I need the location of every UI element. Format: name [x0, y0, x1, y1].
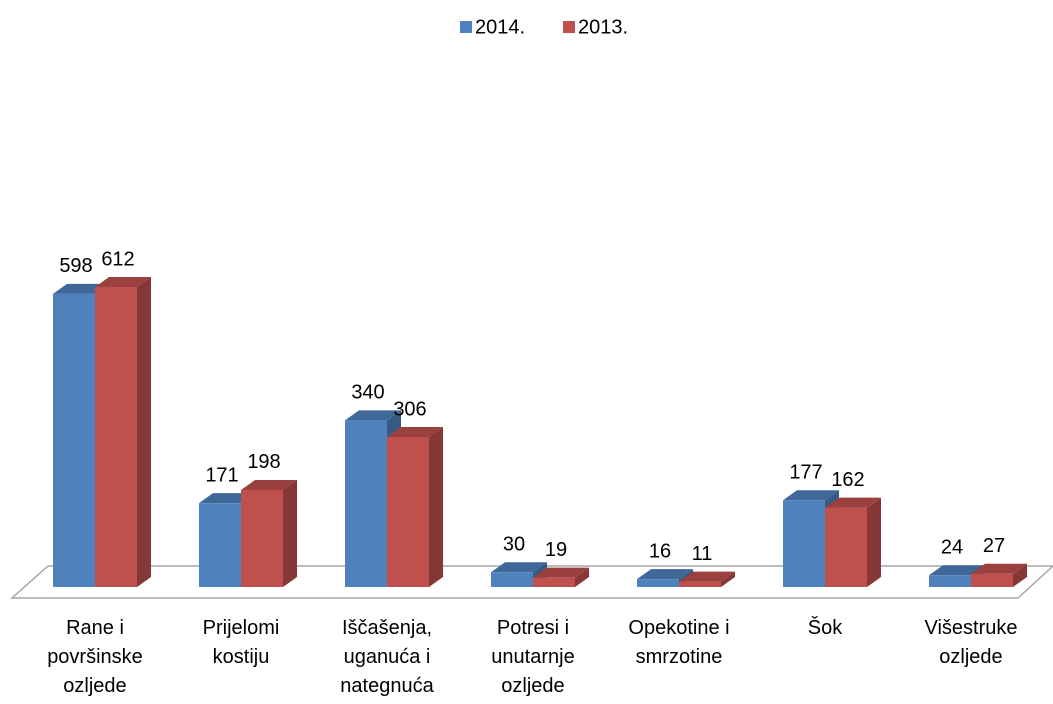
x-tick-label: Prijelomi kostiju: [202, 617, 280, 668]
x-tick-label: Opekotine i smrzotine: [628, 617, 730, 668]
data-label: 11: [692, 543, 713, 565]
bar: [679, 571, 735, 587]
bar-top: [491, 562, 547, 573]
bar-side: [575, 567, 589, 587]
bar-front: [199, 503, 241, 587]
bar-front: [95, 287, 137, 587]
bar-top: [971, 563, 1027, 574]
legend-swatch: [460, 21, 472, 33]
bar-top: [637, 569, 693, 580]
bar-top: [929, 565, 985, 576]
bar-side: [137, 277, 151, 587]
x-tick-label: Višestruke ozljede: [924, 617, 1018, 668]
data-label: 24: [941, 537, 963, 559]
data-label: 171: [205, 464, 238, 486]
floor: [10, 565, 1053, 599]
data-label: 16: [649, 540, 671, 562]
legend-swatch: [563, 21, 575, 33]
bar-front: [345, 420, 387, 587]
bar-front: [241, 489, 283, 587]
x-tick-label: Šok: [807, 617, 843, 639]
data-label: 340: [351, 382, 384, 404]
bar-top: [533, 567, 589, 578]
bar: [95, 277, 151, 587]
bar-front: [971, 573, 1013, 587]
bar-front: [783, 500, 825, 587]
bar-front: [491, 572, 533, 587]
bar-top: [387, 427, 443, 437]
bar: [971, 563, 1027, 587]
bar-top: [679, 571, 735, 582]
bar-side: [1013, 563, 1027, 587]
bar-front: [637, 579, 679, 587]
bar-side: [721, 571, 735, 587]
bar-front: [533, 577, 575, 587]
bar-side: [429, 427, 443, 587]
bar-side: [867, 497, 881, 587]
data-label: 19: [545, 539, 567, 561]
bar-top: [241, 479, 297, 490]
data-label: 177: [789, 462, 822, 484]
bar-top: [783, 490, 839, 501]
x-tick-label: Rane i površinske ozljede: [47, 617, 143, 697]
legend-label: 2014.: [475, 16, 525, 38]
data-label: 612: [101, 248, 134, 270]
bar-front: [679, 581, 721, 587]
bar-top: [345, 410, 401, 421]
bar-front: [825, 507, 867, 587]
bar-top: [825, 497, 881, 508]
bar: [825, 497, 881, 587]
bar-front: [387, 437, 429, 587]
data-label: 162: [831, 469, 864, 491]
x-tick-label: Iščašenja, uganuća i nategnuća: [340, 617, 434, 697]
data-label: 598: [59, 255, 92, 277]
data-label: 306: [393, 398, 426, 420]
bar: [241, 479, 297, 587]
data-label: 27: [983, 535, 1005, 557]
bar-side: [283, 479, 297, 587]
bar-front: [53, 293, 95, 587]
bar-front: [929, 575, 971, 587]
bar: [533, 567, 589, 587]
x-tick-label: Potresi i unutarnje ozljede: [491, 617, 575, 697]
bar-top: [95, 277, 151, 287]
legend-label: 2013.: [578, 16, 628, 38]
data-label: 198: [247, 451, 280, 473]
bar: [387, 427, 443, 587]
data-label: 30: [503, 534, 525, 556]
